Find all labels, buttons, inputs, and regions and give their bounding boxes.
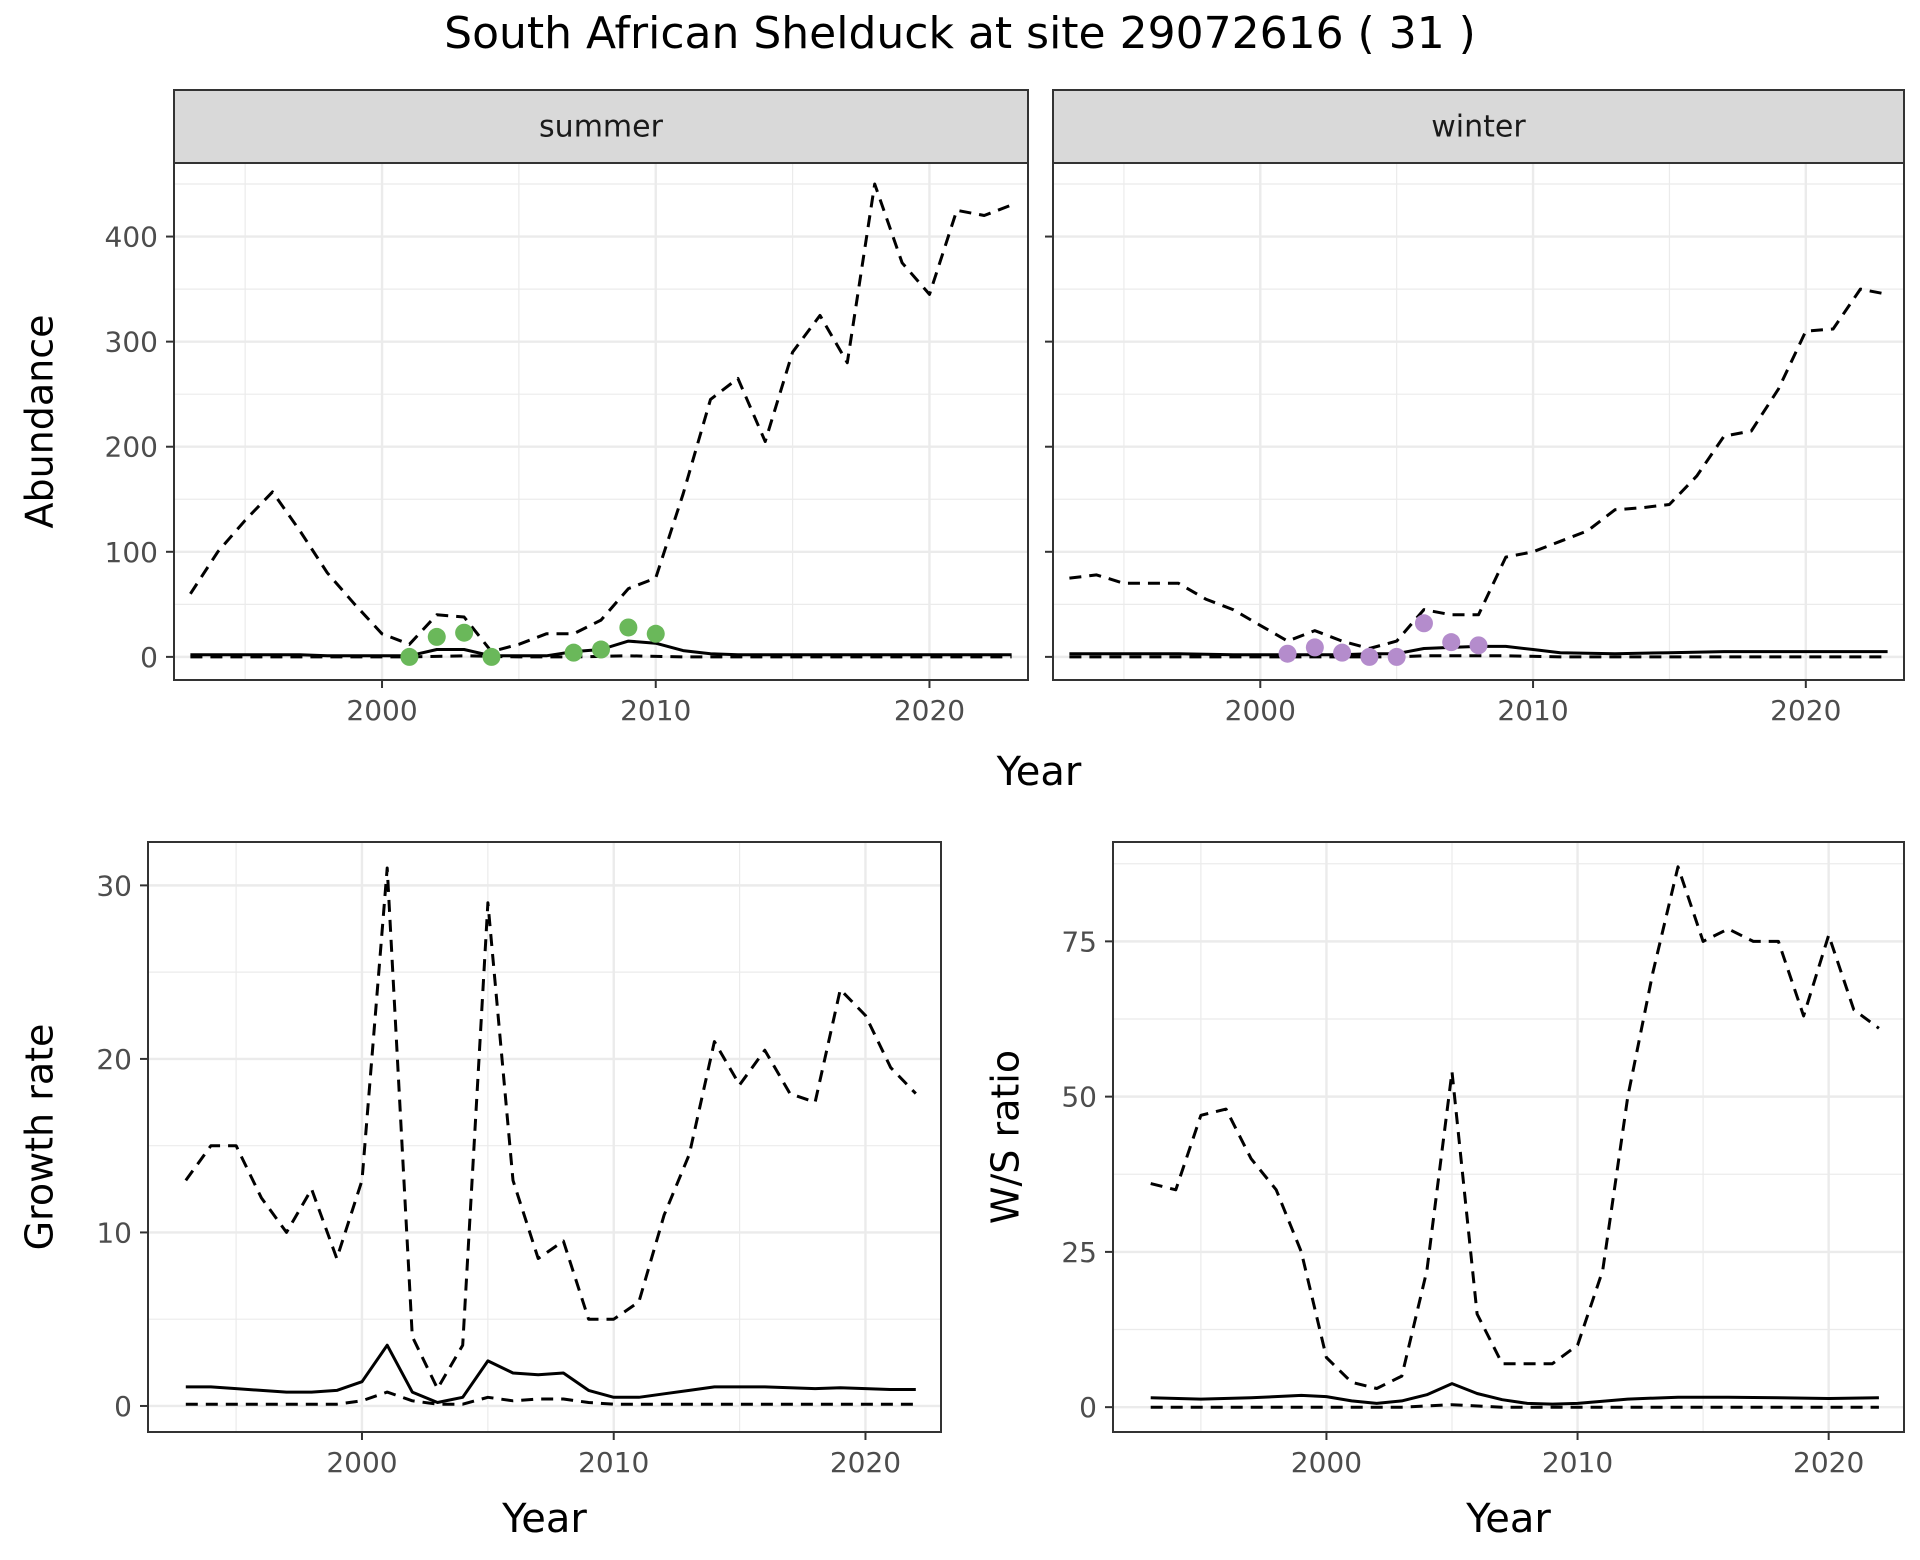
y-axis-title: Growth rate xyxy=(18,1024,62,1251)
data-point xyxy=(1360,647,1379,666)
x-tick-label: 2000 xyxy=(1291,1446,1362,1479)
data-point xyxy=(1414,614,1433,633)
panel-ratio: 2000 2010 2020 0 25 50 75 W/S ratio Year xyxy=(984,841,1905,1542)
x-tick-label: 2010 xyxy=(578,1446,649,1479)
x-axis-title-shared: Year xyxy=(996,749,1082,795)
x-tick-label: 2000 xyxy=(1225,694,1296,727)
y-tick-label: 0 xyxy=(140,641,158,674)
x-tick-label: 2020 xyxy=(894,694,965,727)
series-line-dashed-0 xyxy=(1150,865,1880,1390)
x-axis-title: Year xyxy=(1465,1496,1551,1542)
series-line-solid-1 xyxy=(1150,1382,1879,1406)
series-line-dashed-2 xyxy=(1069,654,1888,659)
panel-background xyxy=(174,163,1028,680)
data-point xyxy=(1278,644,1297,663)
series-line-dashed-0 xyxy=(1069,287,1888,650)
y-tick-label: 300 xyxy=(105,326,158,359)
data-point xyxy=(1387,647,1406,666)
x-tick-label: 2020 xyxy=(830,1446,901,1479)
panel-background xyxy=(1113,842,1904,1432)
facet-strip-label-winter: winter xyxy=(1431,110,1526,145)
panel-border xyxy=(173,162,1029,681)
data-point xyxy=(1469,636,1488,655)
series-line-solid-1 xyxy=(1069,644,1888,657)
data-point xyxy=(1333,643,1352,662)
facet-strip-summer xyxy=(173,89,1029,164)
series-line-dashed-0 xyxy=(184,866,917,1391)
x-axis-title: Year xyxy=(501,1496,587,1542)
panel-growth: 2000 2010 2020 0 10 20 30 Growth rate Year xyxy=(18,841,942,1542)
data-point xyxy=(1305,638,1324,657)
x-tick-label: 2010 xyxy=(1497,694,1568,727)
panel-summer: summer 2000 2010 2020 0 100 200 300 400 Abundance xyxy=(18,89,1029,727)
y-tick-label: 30 xyxy=(96,869,132,902)
data-point xyxy=(400,647,419,666)
figure-title: South African Shelduck at site 29072616 … xyxy=(444,8,1476,59)
y-axis-title: W/S ratio xyxy=(984,1050,1028,1224)
data-point xyxy=(455,623,474,642)
y-tick-label: 20 xyxy=(96,1043,132,1076)
series-line-dashed-2 xyxy=(1150,1403,1879,1409)
x-tick-label: 2020 xyxy=(1793,1446,1864,1479)
facet-strip-label-summer: summer xyxy=(539,110,664,145)
panel-border xyxy=(1052,162,1905,681)
data-point xyxy=(1442,633,1461,652)
x-tick-label: 2000 xyxy=(326,1446,397,1479)
x-tick-label: 2020 xyxy=(1770,694,1841,727)
y-tick-label: 100 xyxy=(105,536,158,569)
y-tick-label: 200 xyxy=(105,431,158,464)
series-line-solid-1 xyxy=(185,1343,916,1404)
y-tick-label: 0 xyxy=(1079,1391,1097,1424)
facet-strip-winter xyxy=(1052,89,1905,164)
y-axis-title: Abundance xyxy=(18,314,62,528)
data-point xyxy=(564,643,583,662)
panel-background xyxy=(148,842,941,1432)
series-line-dashed-2 xyxy=(185,1390,916,1406)
series-line-dashed-0 xyxy=(189,182,1013,654)
data-point xyxy=(482,647,501,666)
y-tick-label: 50 xyxy=(1061,1081,1097,1114)
panel-winter: winter 2000 2010 2020 xyxy=(1045,89,1905,727)
data-point xyxy=(646,624,665,643)
y-tick-label: 0 xyxy=(114,1390,132,1423)
panel-background xyxy=(1053,163,1904,680)
y-tick-label: 75 xyxy=(1061,925,1097,958)
x-tick-label: 2010 xyxy=(620,694,691,727)
y-tick-label: 25 xyxy=(1061,1236,1097,1269)
y-tick-label: 10 xyxy=(96,1216,132,1249)
x-tick-label: 2000 xyxy=(346,694,417,727)
x-tick-label: 2010 xyxy=(1542,1446,1613,1479)
data-point xyxy=(619,618,638,637)
data-point xyxy=(427,627,446,646)
data-point xyxy=(592,640,610,659)
y-tick-label: 400 xyxy=(105,221,158,254)
panel-border xyxy=(147,841,942,1433)
panel-border xyxy=(1112,841,1905,1433)
